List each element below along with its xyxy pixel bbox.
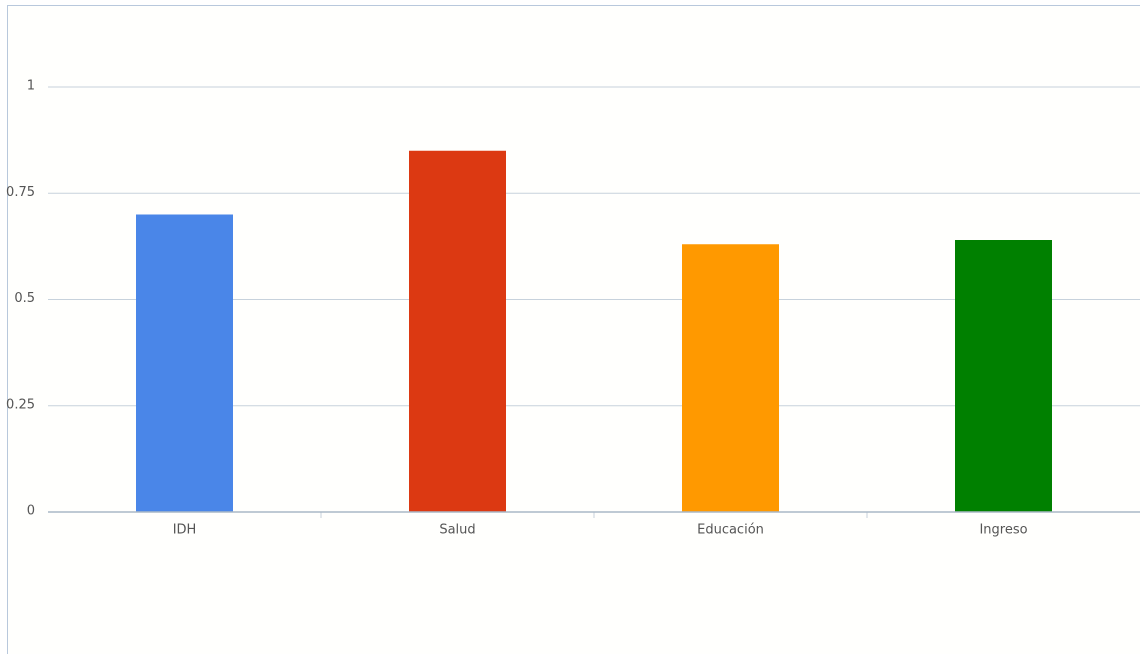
bar [955,240,1052,512]
bar [409,150,506,512]
x-tick-label: Educación [697,523,764,538]
x-tick-label: Salud [439,523,475,538]
bar [136,214,233,512]
x-tick-label: IDH [173,523,197,538]
x-tick-label: Ingreso [979,523,1027,538]
y-tick-label: 0.25 [6,397,35,412]
y-tick-label: 0 [27,504,35,519]
y-tick-label: 0.75 [6,185,35,200]
bar [682,244,779,512]
y-tick-label: 0.5 [14,291,35,306]
y-tick-label: 1 [27,79,35,94]
